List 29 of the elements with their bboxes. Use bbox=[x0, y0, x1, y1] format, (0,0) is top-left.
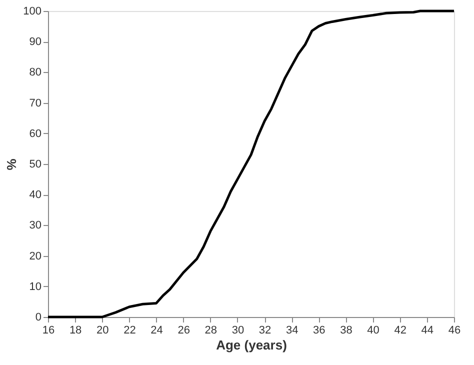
y-axis-title: % bbox=[4, 158, 20, 170]
y-tick-label: 20 bbox=[29, 250, 42, 262]
x-tick-label: 44 bbox=[421, 324, 434, 336]
x-tick-label: 34 bbox=[286, 324, 298, 336]
x-axis-title: Age (years) bbox=[216, 338, 287, 352]
y-tick-label: 60 bbox=[29, 128, 42, 140]
y-tick-label: 40 bbox=[29, 189, 42, 202]
x-tick-label: 16 bbox=[42, 324, 55, 336]
y-tick-label: 10 bbox=[29, 280, 42, 293]
x-tick-label: 26 bbox=[178, 324, 190, 336]
x-tick-label: 40 bbox=[367, 324, 380, 336]
x-tick-label: 42 bbox=[394, 324, 406, 336]
y-tick-label: 80 bbox=[29, 66, 42, 79]
y-tick-label: 30 bbox=[29, 220, 42, 232]
x-tick-label: 36 bbox=[313, 324, 326, 336]
x-tick-label: 32 bbox=[258, 324, 272, 336]
y-tick-label: 90 bbox=[29, 36, 42, 48]
x-tick-label: 18 bbox=[69, 324, 82, 336]
x-tick-label: 38 bbox=[340, 324, 352, 336]
x-tick-label: 20 bbox=[96, 324, 109, 336]
y-tick-label: 70 bbox=[29, 97, 42, 110]
x-tick-label: 22 bbox=[124, 324, 136, 336]
y-tick-label: 0 bbox=[35, 312, 42, 324]
x-tick-label: 24 bbox=[150, 324, 163, 336]
y-tick-label: 100 bbox=[23, 6, 42, 18]
x-tick-label: 30 bbox=[232, 324, 244, 336]
x-tick-label: 28 bbox=[204, 324, 218, 336]
x-tick-label: 46 bbox=[448, 324, 461, 336]
y-tick-label: 50 bbox=[29, 158, 42, 170]
